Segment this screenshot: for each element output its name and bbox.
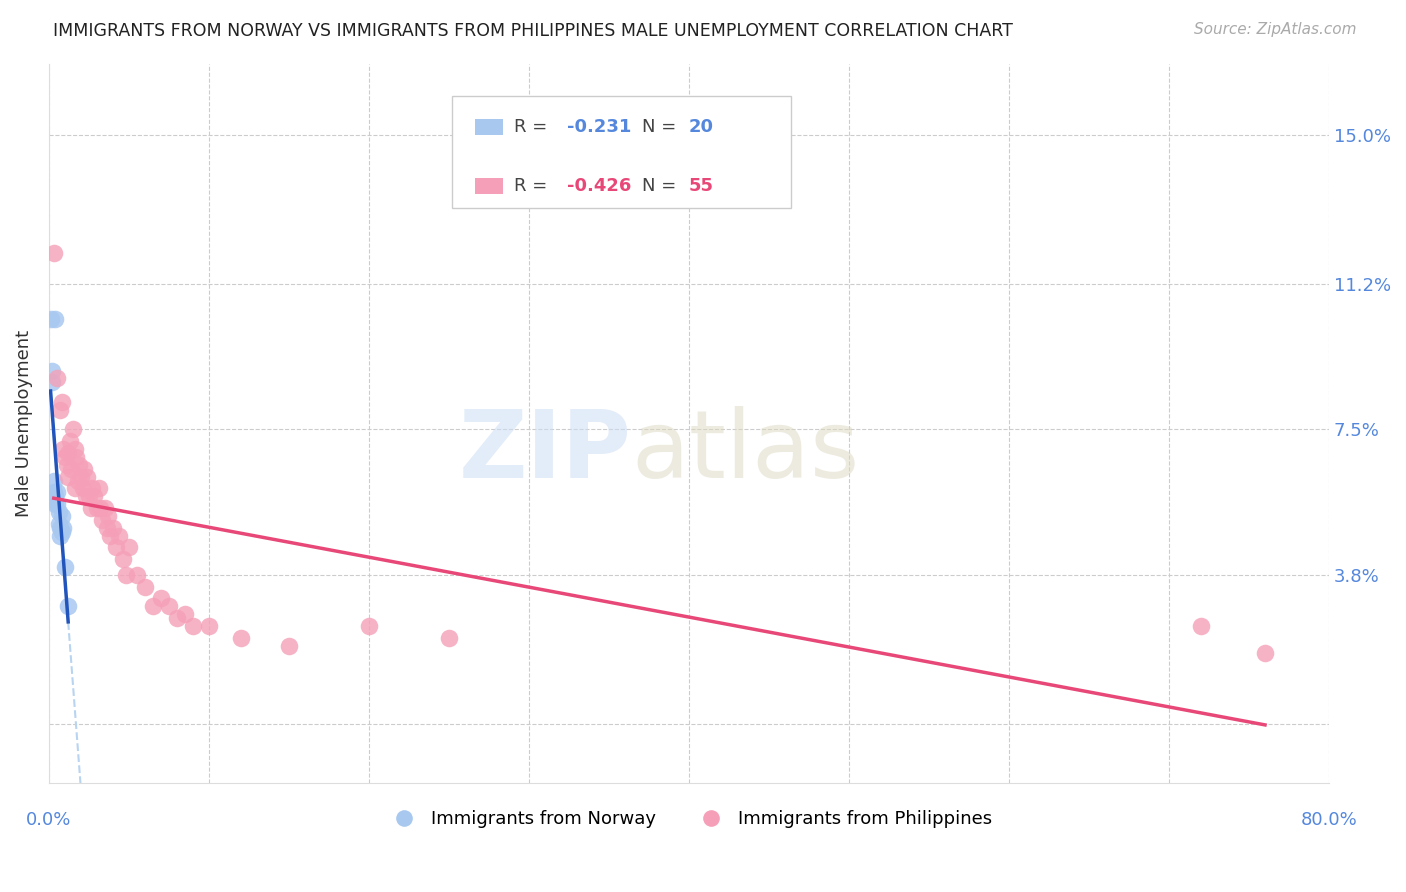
- Point: [48, 505, 70, 519]
- Point: [46, 371, 69, 385]
- Point: [76, 469, 98, 483]
- Point: [149, 591, 172, 606]
- Point: [52, 442, 75, 456]
- Point: [63, 442, 86, 456]
- Point: [1189, 619, 1212, 633]
- Text: 55: 55: [689, 178, 714, 195]
- Point: [198, 619, 221, 633]
- Point: [83, 489, 105, 503]
- Point: [53, 450, 76, 464]
- Point: [46, 497, 69, 511]
- Text: ZIP: ZIP: [458, 407, 631, 499]
- Point: [174, 607, 197, 621]
- Point: [42, 485, 65, 500]
- Point: [75, 489, 97, 503]
- Point: [51, 395, 73, 409]
- Text: Source: ZipAtlas.com: Source: ZipAtlas.com: [1194, 22, 1357, 37]
- Text: N =: N =: [641, 178, 682, 195]
- Point: [73, 461, 96, 475]
- Text: atlas: atlas: [631, 407, 859, 499]
- Y-axis label: Male Unemployment: Male Unemployment: [15, 330, 32, 517]
- Point: [52, 521, 75, 535]
- Point: [105, 541, 128, 555]
- Point: [157, 599, 180, 614]
- Text: IMMIGRANTS FROM NORWAY VS IMMIGRANTS FROM PHILIPPINES MALE UNEMPLOYMENT CORRELAT: IMMIGRANTS FROM NORWAY VS IMMIGRANTS FRO…: [53, 22, 1014, 40]
- Point: [62, 422, 84, 436]
- Point: [65, 450, 87, 464]
- Point: [56, 469, 79, 483]
- Text: 80.0%: 80.0%: [1301, 811, 1357, 829]
- Point: [44, 489, 66, 503]
- Text: 20: 20: [689, 118, 714, 136]
- Point: [67, 458, 90, 472]
- Point: [118, 541, 141, 555]
- Point: [60, 461, 83, 475]
- Point: [278, 639, 301, 653]
- FancyBboxPatch shape: [475, 119, 503, 135]
- Point: [111, 552, 134, 566]
- Point: [89, 501, 111, 516]
- Point: [49, 402, 72, 417]
- Point: [437, 631, 460, 645]
- Point: [114, 567, 136, 582]
- Point: [94, 501, 117, 516]
- Point: [42, 474, 65, 488]
- Point: [98, 528, 121, 542]
- Point: [56, 599, 79, 614]
- Point: [70, 469, 93, 483]
- Point: [134, 580, 156, 594]
- Point: [96, 521, 118, 535]
- Text: -0.426: -0.426: [568, 178, 631, 195]
- Point: [51, 524, 73, 539]
- Point: [86, 501, 108, 516]
- Point: [142, 599, 165, 614]
- Point: [56, 446, 79, 460]
- Point: [166, 611, 188, 625]
- Point: [63, 482, 86, 496]
- Point: [44, 493, 66, 508]
- Point: [82, 482, 104, 496]
- Point: [97, 508, 120, 523]
- Point: [48, 516, 70, 531]
- Point: [72, 482, 94, 496]
- Point: [357, 619, 380, 633]
- Point: [90, 513, 112, 527]
- Point: [51, 508, 73, 523]
- Point: [125, 567, 148, 582]
- Legend: Immigrants from Norway, Immigrants from Philippines: Immigrants from Norway, Immigrants from …: [380, 803, 1000, 835]
- Text: 0.0%: 0.0%: [27, 811, 72, 829]
- Point: [49, 521, 72, 535]
- Point: [77, 489, 100, 503]
- FancyBboxPatch shape: [475, 178, 503, 194]
- Point: [87, 482, 110, 496]
- FancyBboxPatch shape: [453, 96, 792, 208]
- Point: [101, 521, 124, 535]
- Point: [66, 474, 89, 488]
- Point: [1254, 647, 1277, 661]
- Point: [44, 312, 66, 326]
- Point: [79, 501, 101, 516]
- Text: R =: R =: [513, 118, 553, 136]
- Text: R =: R =: [513, 178, 553, 195]
- Text: -0.231: -0.231: [568, 118, 631, 136]
- Point: [59, 434, 82, 449]
- Point: [44, 497, 66, 511]
- Point: [41, 363, 63, 377]
- Point: [181, 619, 204, 633]
- Point: [108, 528, 131, 542]
- Point: [55, 458, 77, 472]
- Point: [39, 312, 62, 326]
- Point: [49, 528, 72, 542]
- Point: [46, 485, 69, 500]
- Point: [229, 631, 252, 645]
- Point: [41, 376, 63, 390]
- Point: [42, 245, 65, 260]
- Point: [53, 560, 76, 574]
- Text: N =: N =: [641, 118, 682, 136]
